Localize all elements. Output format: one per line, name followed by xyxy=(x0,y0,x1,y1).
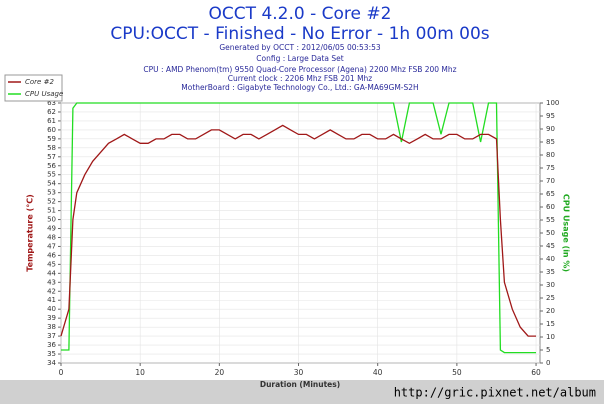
y-tick-label: 36 xyxy=(47,341,56,349)
info-line: Generated by OCCT : 2012/06/05 00:53:53 xyxy=(219,43,381,52)
y2-tick-label: 0 xyxy=(546,359,550,367)
y2-tick-label: 60 xyxy=(546,203,555,211)
y-tick-label: 40 xyxy=(47,305,56,313)
y2-tick-label: 15 xyxy=(546,320,555,328)
y-tick-label: 59 xyxy=(47,135,56,143)
watermark: http://gric.pixnet.net/album xyxy=(394,386,596,400)
x-tick-label: 0 xyxy=(59,368,64,377)
y-tick-label: 57 xyxy=(47,153,56,161)
y2-tick-label: 45 xyxy=(546,242,555,250)
y2-tick-label: 40 xyxy=(546,255,555,263)
y-tick-label: 46 xyxy=(47,251,56,259)
y2-tick-label: 90 xyxy=(546,125,555,133)
y2-tick-label: 5 xyxy=(546,346,550,354)
y-tick-label: 43 xyxy=(47,278,56,286)
info-line: CPU : AMD Phenom(tm) 9550 Quad-Core Proc… xyxy=(143,65,456,74)
series-line xyxy=(60,124,536,337)
x-tick-label: 30 xyxy=(294,368,304,377)
y2-tick-label: 85 xyxy=(546,138,555,146)
x-axis-label: Duration (Minutes) xyxy=(260,380,340,389)
y-tick-label: 61 xyxy=(47,117,56,125)
y2-axis-label: CPU Usage (in %) xyxy=(562,194,571,272)
y2-tick-label: 20 xyxy=(546,307,555,315)
x-tick-label: 50 xyxy=(452,368,462,377)
info-line: MotherBoard : Gigabyte Technology Co., L… xyxy=(181,83,418,92)
chart-subtitle: CPU:OCCT - Finished - No Error - 1h 00m … xyxy=(110,24,489,44)
y-tick-label: 63 xyxy=(47,99,56,107)
y-tick-label: 35 xyxy=(47,350,56,358)
y-tick-label: 60 xyxy=(47,126,56,134)
legend-box xyxy=(4,74,63,102)
y-tick-label: 53 xyxy=(47,189,56,197)
y2-tick-label: 25 xyxy=(546,294,555,302)
y-tick-label: 50 xyxy=(47,216,56,224)
y-tick-label: 56 xyxy=(47,162,56,170)
y-tick-label: 44 xyxy=(47,269,56,277)
y-tick-label: 47 xyxy=(47,242,56,250)
legend-label: Core #2 xyxy=(25,78,54,86)
y-tick-label: 54 xyxy=(47,180,56,188)
info-line: Current clock : 2206 Mhz FSB 201 Mhz xyxy=(228,74,373,83)
y-tick-label: 37 xyxy=(47,332,56,340)
series-line xyxy=(61,102,536,354)
y2-tick-label: 65 xyxy=(546,190,555,198)
y-tick-label: 48 xyxy=(47,233,56,241)
y-tick-label: 55 xyxy=(47,171,56,179)
y2-tick-label: 95 xyxy=(546,112,555,120)
y2-tick-label: 50 xyxy=(546,229,555,237)
y-tick-label: 39 xyxy=(47,314,56,322)
y-tick-label: 52 xyxy=(47,198,56,206)
y-tick-label: 38 xyxy=(47,323,56,331)
y2-tick-label: 80 xyxy=(546,151,555,159)
y-tick-label: 58 xyxy=(47,144,56,152)
y-tick-label: 49 xyxy=(47,225,56,233)
y2-tick-label: 100 xyxy=(546,99,559,107)
y-tick-label: 42 xyxy=(47,287,56,295)
y-tick-label: 62 xyxy=(47,108,56,116)
y-tick-label: 34 xyxy=(47,359,56,367)
y-tick-label: 51 xyxy=(47,207,56,215)
footer-bar xyxy=(0,380,604,404)
y2-tick-label: 70 xyxy=(546,177,555,185)
y2-tick-label: 55 xyxy=(546,216,555,224)
info-line: Config : Large Data Set xyxy=(256,54,344,63)
x-tick-label: 20 xyxy=(215,368,225,377)
y-tick-label: 41 xyxy=(47,296,56,304)
y2-tick-label: 30 xyxy=(546,281,555,289)
y2-tick-label: 75 xyxy=(546,164,555,172)
y2-tick-label: 35 xyxy=(546,268,555,276)
y2-tick-label: 10 xyxy=(546,333,555,341)
plot-area xyxy=(60,102,541,364)
legend-label: CPU Usage xyxy=(25,90,63,98)
x-tick-label: 60 xyxy=(531,368,541,377)
chart-title: OCCT 4.2.0 - Core #2 xyxy=(209,4,392,24)
x-tick-label: 10 xyxy=(135,368,145,377)
y-axis-label: Temperature (°C) xyxy=(26,194,35,272)
x-tick-label: 40 xyxy=(373,368,383,377)
y-tick-label: 45 xyxy=(47,260,56,268)
